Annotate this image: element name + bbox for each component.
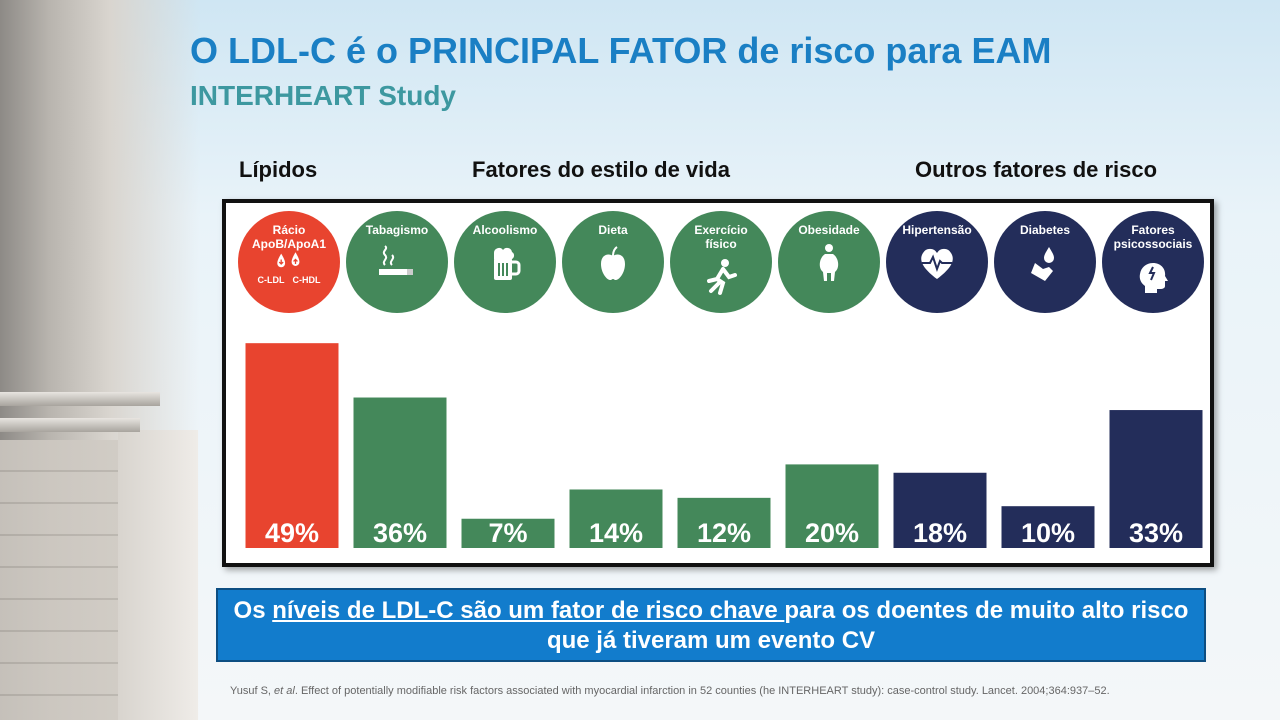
factor-label: Obesidade <box>778 223 880 237</box>
factor-label-line: Fatores <box>1131 223 1175 237</box>
factor-circle: Obesidade <box>778 211 880 313</box>
bar-value-label: 18% <box>913 518 967 548</box>
factor-circle: Fatores psicossociais <box>1102 211 1204 313</box>
factor-label: Hipertensão <box>886 223 988 237</box>
factor-circle: Tabagismo <box>346 211 448 313</box>
bar-value-label: 10% <box>1021 518 1075 548</box>
background-ledge <box>0 392 160 406</box>
slide-title: O LDL-C é o PRINCIPAL FATOR de risco par… <box>190 30 1052 71</box>
bar-value-label: 12% <box>697 518 751 548</box>
background-building-photo <box>0 0 200 720</box>
obesity-icon <box>819 244 839 281</box>
beer-icon <box>494 247 521 280</box>
bar <box>353 397 447 548</box>
factor-circle: Rácio ApoB/ApoA1 C-LDL C-HDL <box>238 211 340 313</box>
factor-label: Diabetes <box>994 223 1096 237</box>
factor-circle: Dieta <box>562 211 664 313</box>
group-label-other: Outros fatores de risco <box>915 157 1158 182</box>
group-label-lipids: Lípidos <box>239 157 318 182</box>
bar <box>1001 506 1095 548</box>
bar-chart: 49% 36% 7% 14% 12% 20% 18% 10% 33% <box>245 343 1203 548</box>
bar <box>893 472 987 548</box>
runner-icon <box>707 259 737 295</box>
reference-rest: . Effect of potentially modifiable risk … <box>294 685 1110 697</box>
factor-circle: Hipertensão <box>886 211 988 313</box>
heart-pulse-icon <box>921 248 953 279</box>
bar-value-label: 36% <box>373 518 427 548</box>
bar <box>1109 410 1203 548</box>
lipid-icon-labels: C-LDL C-HDL <box>238 275 340 285</box>
chart-panel: Rácio ApoB/ApoA1 C-LDL C-HDL Tabagismo Alcool… <box>222 199 1214 567</box>
head-stress-icon <box>1139 263 1168 293</box>
factor-label-line: Obesidade <box>798 223 860 237</box>
background-pillar <box>118 430 198 720</box>
factor-label-line: Rácio <box>272 223 306 237</box>
bar <box>677 497 771 548</box>
bar-value-label: 7% <box>488 518 527 548</box>
bar-value-label: 14% <box>589 518 643 548</box>
factor-label-line: Tabagismo <box>365 223 429 237</box>
bar <box>785 464 879 548</box>
factor-label: Alcoolismo <box>454 223 556 237</box>
bar <box>245 343 339 548</box>
factor-label: Rácio ApoB/ApoA1 <box>238 223 340 251</box>
factor-label: Fatores psicossociais <box>1102 223 1204 251</box>
factor-label-line: físico <box>705 237 737 251</box>
background-ledge <box>0 418 140 432</box>
callout-text-start: Os <box>233 597 273 624</box>
bar-value-label: 49% <box>265 518 319 548</box>
bar <box>569 489 663 548</box>
lipid-icon-label: C-HDL <box>292 275 321 285</box>
factor-label-line: Diabetes <box>1019 223 1071 237</box>
factor-circle: Diabetes <box>994 211 1096 313</box>
group-label-lifestyle: Fatores do estilo de vida <box>472 157 730 182</box>
bar-value-label: 33% <box>1129 518 1183 548</box>
factor-label-line: Hipertensão <box>902 223 972 237</box>
factor-label-line: psicossociais <box>1113 237 1193 251</box>
apple-icon <box>601 246 625 280</box>
cigarette-icon <box>379 245 413 275</box>
factor-label: Exercício físico <box>670 223 772 251</box>
factor-label-line: Exercício <box>694 223 748 237</box>
drops-icon <box>277 252 300 268</box>
reference-citation: Yusuf S, et al. Effect of potentially mo… <box>230 684 1260 699</box>
lipid-icon-label: C-LDL <box>257 275 285 285</box>
bar-value-label: 20% <box>805 518 859 548</box>
glucose-drop-icon <box>1031 247 1054 281</box>
reference-author: Yusuf S, <box>230 685 275 697</box>
factor-label: Tabagismo <box>346 223 448 237</box>
factor-label-line: Alcoolismo <box>472 223 538 237</box>
bar <box>461 518 555 548</box>
factor-circle: Exercício físico <box>670 211 772 313</box>
slide-subtitle: INTERHEART Study <box>190 80 456 111</box>
factor-circle: Alcoolismo <box>454 211 556 313</box>
callout-underlined-text: níveis de LDL-C são um fator de risco ch… <box>272 597 785 624</box>
factor-label-line: ApoB/ApoA1 <box>252 237 326 251</box>
callout-text-end: para os doentes de muito alto risco que … <box>546 597 1189 654</box>
factor-label-line: Dieta <box>598 223 628 237</box>
reference-etal: et al <box>274 685 295 697</box>
key-message-callout: Os níveis de LDL-C são um fator de risco… <box>216 588 1206 662</box>
factor-label: Dieta <box>562 223 664 237</box>
